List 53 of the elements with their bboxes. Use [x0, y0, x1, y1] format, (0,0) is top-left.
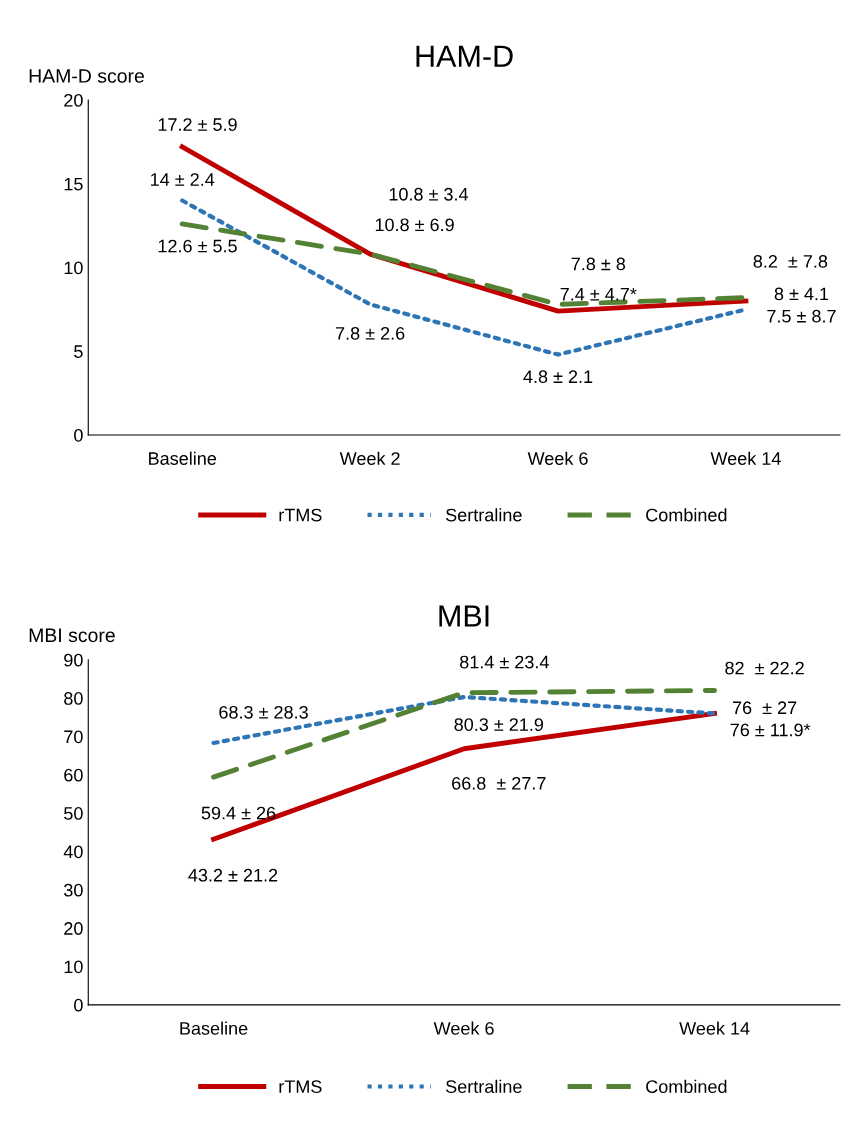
data-label: 43.2 ± 21.2	[188, 868, 278, 882]
data-label: 7.8 ± 8	[571, 257, 626, 271]
legend-label: Combined	[646, 1079, 727, 1094]
legend-label: rTMS	[279, 508, 322, 522]
data-label: 8 ± 4.1	[774, 287, 829, 301]
y-axis-title: HAM-D score	[29, 69, 144, 83]
legend-label: Sertraline	[445, 508, 522, 522]
data-label: 7.4 ± 4.7*	[560, 288, 637, 301]
data-label: 10.8 ± 3.4	[389, 187, 469, 201]
data-label: 76 ± 11.9*	[730, 723, 811, 737]
y-tick-label: 20	[64, 93, 83, 107]
legend-label: rTMS	[279, 1080, 322, 1094]
legend-label: Combined	[646, 508, 727, 522]
y-tick-label: 40	[63, 845, 83, 859]
data-label: 76 ± 27	[732, 701, 797, 715]
data-label: 59.4 ± 26	[201, 806, 276, 820]
data-label: 4.8 ± 2.1	[523, 370, 593, 384]
chart-title: MBI	[439, 605, 489, 627]
data-label: 7.8 ± 2.6	[335, 326, 405, 340]
data-label: 80.3 ± 21.9	[454, 718, 544, 731]
y-tick-label: 70	[64, 730, 83, 744]
data-label: 8.2 ± 7.8	[753, 255, 828, 268]
data-label: 82 ± 22.2	[725, 661, 804, 675]
y-tick-label: 10	[64, 261, 83, 275]
y-tick-label: 0	[74, 428, 83, 442]
data-label: 66.8 ± 27.7	[452, 776, 546, 790]
x-tick-label: Week 6	[527, 451, 588, 465]
y-tick-label: 15	[64, 177, 83, 191]
y-tick-label: 5	[74, 345, 83, 358]
y-tick-label: 60	[64, 768, 83, 782]
data-label: 12.6 ± 5.5	[158, 239, 237, 253]
y-tick-label: 20	[64, 922, 83, 935]
data-label: 7.5 ± 8.7	[767, 309, 836, 323]
data-label: 68.3 ± 28.3	[219, 705, 308, 719]
x-tick-label: Week 2	[339, 451, 400, 465]
y-tick-label: 30	[64, 883, 83, 897]
x-tick-label: Week 6	[433, 1021, 494, 1035]
data-label: 14 ± 2.4	[151, 173, 215, 186]
legend-label: Sertraline	[445, 1079, 522, 1094]
y-tick-label: 80	[64, 692, 83, 705]
data-label: 17.2 ± 5.9	[158, 118, 237, 131]
y-tick-label: 10	[64, 960, 83, 974]
x-tick-label: Baseline	[149, 451, 217, 465]
x-tick-label: Baseline	[180, 1021, 248, 1035]
x-tick-label: Week 14	[710, 451, 781, 465]
x-tick-label: Week 14	[679, 1021, 750, 1035]
y-tick-label: 90	[64, 653, 83, 667]
chart-title: HAM-D	[416, 45, 513, 67]
data-label: 10.8 ± 6.9	[375, 218, 454, 232]
y-tick-label: 50	[64, 807, 83, 820]
data-label: 81.4 ± 23.4	[460, 655, 549, 669]
y-axis-title: MBI score	[29, 628, 115, 643]
y-tick-label: 0	[74, 998, 83, 1012]
